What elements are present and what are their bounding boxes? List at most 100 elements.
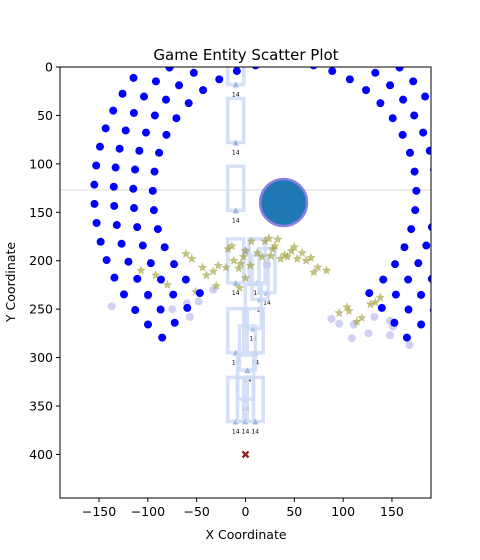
star-point <box>272 234 283 244</box>
ring-point <box>129 184 138 193</box>
ring-point <box>451 183 459 191</box>
y-tick-label: 200 <box>29 253 53 268</box>
star-point <box>312 262 323 272</box>
ring-point <box>118 89 127 98</box>
slot-label: 14 <box>232 290 240 297</box>
ring-point <box>111 163 120 172</box>
ring-point <box>364 41 372 49</box>
star-point <box>292 253 302 263</box>
y-tick-label: 300 <box>29 350 53 365</box>
ring-point <box>469 162 477 170</box>
ring-point <box>252 22 260 30</box>
star-point <box>208 266 219 276</box>
slot-label: 14 <box>251 428 259 435</box>
ring-point <box>165 67 174 72</box>
ring-point <box>195 289 204 298</box>
ring-point <box>271 20 279 28</box>
faint-entity-point <box>335 319 344 328</box>
ring-point <box>102 256 111 265</box>
ring-point <box>129 108 138 117</box>
ring-point <box>199 86 208 95</box>
star-point <box>233 263 244 273</box>
ring-point <box>146 259 155 268</box>
ring-point <box>119 290 128 299</box>
star-point <box>257 251 267 261</box>
ring-point <box>407 225 416 234</box>
ring-point <box>405 46 413 54</box>
ring-point <box>471 200 479 208</box>
ring-point <box>155 148 164 157</box>
ring-point <box>310 22 318 30</box>
y-tick-label: 400 <box>29 447 53 462</box>
ring-point <box>96 237 105 246</box>
ring-point <box>144 290 153 299</box>
slot-label: 14 <box>232 217 240 224</box>
ring-point <box>117 239 126 248</box>
ring-point <box>404 275 413 284</box>
ring-point <box>437 258 445 266</box>
slot-label: 14 <box>249 335 257 342</box>
faint-entity-point <box>347 334 356 343</box>
faint-entity-point <box>364 329 373 338</box>
ring-point <box>417 320 426 329</box>
star-point <box>321 265 332 275</box>
ring-point <box>410 111 419 120</box>
ring-point <box>425 146 431 155</box>
ring-point <box>422 241 431 250</box>
star-point <box>286 246 297 256</box>
ring-point <box>458 256 466 264</box>
star-point <box>245 260 256 270</box>
y-tick-label: 0 <box>45 60 53 75</box>
star-point <box>223 244 233 254</box>
ring-point <box>143 320 152 329</box>
ring-point <box>464 238 472 246</box>
y-tick-label: 50 <box>37 108 53 123</box>
star-point <box>297 247 307 257</box>
faint-entity-point <box>385 331 394 340</box>
ring-point <box>183 303 192 312</box>
ring-point <box>381 51 389 59</box>
star-point <box>211 280 221 290</box>
ring-point <box>153 225 162 234</box>
ring-point <box>109 106 118 115</box>
star-point <box>289 242 300 252</box>
ring-point <box>129 204 138 213</box>
slot-label: 14 <box>232 149 240 156</box>
ring-point <box>140 92 149 101</box>
star-point <box>235 258 246 268</box>
faint-entity-point <box>168 305 177 314</box>
star-point <box>279 249 290 259</box>
ring-point <box>452 107 460 115</box>
ring-point <box>451 274 459 282</box>
star-point <box>365 299 376 309</box>
slot-rect <box>225 306 246 355</box>
ring-point <box>188 24 196 32</box>
ring-point <box>133 274 142 283</box>
slot-rect <box>225 164 246 213</box>
ring-point <box>171 34 179 42</box>
ring-point <box>445 145 453 153</box>
ring-point <box>161 95 170 104</box>
star-point <box>306 252 316 262</box>
ring-point <box>184 99 193 108</box>
ring-point <box>399 95 408 104</box>
ring-point <box>373 24 381 32</box>
ring-point <box>371 68 380 77</box>
star-point <box>344 306 354 316</box>
faint-entity-point <box>405 340 414 349</box>
star-point <box>213 260 223 270</box>
ring-point <box>404 305 413 314</box>
star-point <box>246 236 257 246</box>
ring-point <box>172 114 181 123</box>
x-tick-label: 100 <box>331 504 355 519</box>
ring-point <box>345 75 354 84</box>
ring-point <box>233 26 241 34</box>
ring-point <box>92 218 101 227</box>
ring-point <box>449 164 457 172</box>
ring-point <box>151 77 160 86</box>
x-tick-label: −50 <box>183 504 209 519</box>
ring-point <box>109 182 118 191</box>
ring-point <box>214 33 222 41</box>
y-tick-label: 350 <box>29 398 53 413</box>
